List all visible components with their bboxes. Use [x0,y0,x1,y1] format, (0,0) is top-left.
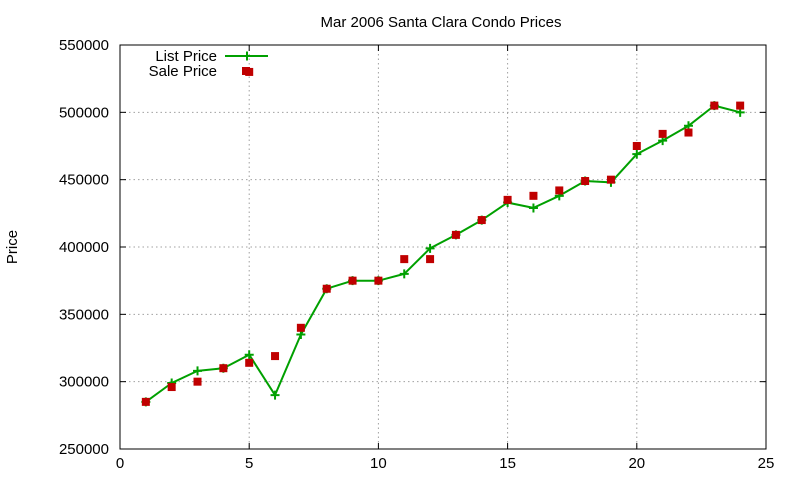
legend: List Price Sale Price [149,48,268,80]
x-tick-label: 20 [628,455,645,472]
sale-price-point [581,177,590,186]
y-tick-label: 550000 [59,37,109,54]
y-tick-label: 450000 [59,172,109,189]
sale-price-point [374,276,383,285]
sale-price-point [632,142,641,150]
x-tick-label: 5 [245,455,253,472]
y-tick-label: 300000 [59,374,109,391]
sale-price-point [193,377,202,386]
sale-price-point [296,323,305,332]
list-price-point [399,269,409,279]
y-axis-label: Price [4,230,21,264]
sale-price-point [348,276,357,285]
list-price-point [632,149,642,159]
sale-price-point [503,195,512,204]
legend-label-sale-price: Sale Price [149,63,217,80]
x-tick-label: 0 [116,455,124,472]
sale-price-point [658,129,667,138]
sale-price-point [529,191,538,200]
sale-price-point [322,284,331,293]
x-tick-label: 15 [499,455,516,472]
sale-price-point [245,358,254,367]
grid-lines [120,45,766,449]
x-tick-label: 10 [370,455,387,472]
sale-price-point [555,186,564,195]
chart-title: Mar 2006 Santa Clara Condo Prices [321,14,562,31]
y-tick-label: 250000 [59,441,109,458]
list-price-point [528,203,538,213]
list-price-point [425,243,435,253]
x-tick-label: 25 [758,455,775,472]
sale-price-point [606,175,615,184]
sale-price-point [400,255,409,264]
y-tick-label: 400000 [59,239,109,256]
legend-marker-list-price [242,51,252,61]
y-tick-label: 350000 [59,306,109,323]
legend-marker-sale-price [242,67,250,75]
sale-price-point [451,230,460,239]
list-price-point [193,366,203,376]
sale-price-point [736,101,745,110]
x-axis-tick-labels: 0 5 10 15 20 25 [116,455,775,472]
y-tick-label: 500000 [59,104,109,121]
sale-price-point [271,352,280,361]
sale-price-point [684,128,693,137]
list-price-point [270,390,280,400]
y-axis-tick-labels: 250000 300000 350000 400000 450000 500000 5500… [59,37,109,458]
sale-price-point [167,383,176,392]
sale-price-point [710,101,719,110]
sale-price-point [426,255,435,264]
sale-price-point [219,364,228,373]
axis-ticks [119,44,767,450]
list-price-line [145,104,741,403]
sale-price-point [141,397,150,406]
list-price-point [244,350,254,360]
sale-price-point [477,216,486,225]
series [141,67,745,407]
legend-label-list-price: List Price [155,48,217,65]
